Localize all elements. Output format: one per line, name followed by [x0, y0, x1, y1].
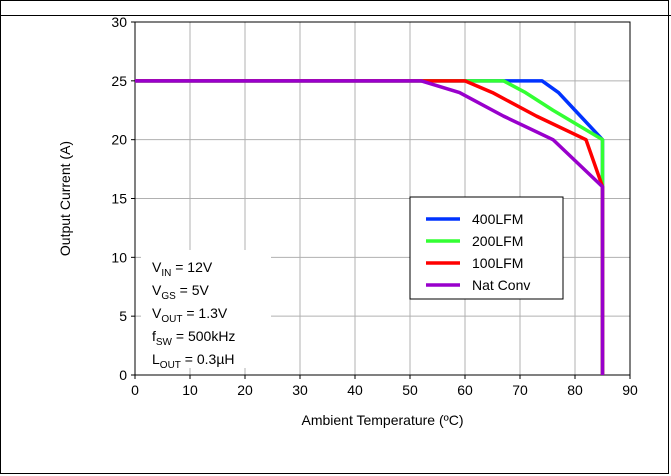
condition-line: LOUT = 0.3µH [152, 351, 235, 371]
y-tick-label: 0 [119, 367, 127, 383]
y-tick-label: 30 [111, 14, 127, 30]
legend-label: Nat Conv [472, 277, 530, 293]
y-tick-label: 15 [111, 191, 127, 207]
x-tick-label: 20 [237, 382, 253, 398]
legend-label: 100LFM [472, 255, 523, 271]
condition-line: fSW = 500kHz [152, 328, 235, 348]
condition-line: VOUT = 1.3V [152, 305, 228, 325]
x-tick-label: 40 [347, 382, 363, 398]
legend: 400LFM 200LFM 100LFM Nat Conv [409, 196, 564, 300]
legend-label: 200LFM [472, 233, 523, 249]
x-tick-label: 0 [131, 382, 139, 398]
y-axis-title: Output Current (A) [57, 141, 73, 256]
x-tick-label: 50 [402, 382, 418, 398]
conditions-box [141, 250, 271, 368]
y-tick-label: 25 [111, 73, 127, 89]
series-lines [135, 79, 605, 375]
top-rule [0, 15, 671, 16]
condition-line: VIN = 12V [152, 259, 213, 279]
legend-label: 400LFM [472, 211, 523, 227]
x-tick-label: 90 [622, 382, 638, 398]
condition-line: VGS = 5V [152, 282, 210, 302]
series-line [135, 79, 605, 375]
axis-ticks: 0 10 20 30 40 50 60 70 80 90 0 5 10 15 20 25 30 [111, 14, 638, 398]
operating-conditions: VIN = 12V VGS = 5V VOUT = 1.3V fSW = 500kHz… [152, 259, 235, 371]
y-tick-label: 20 [111, 132, 127, 148]
y-tick-label: 5 [119, 308, 127, 324]
x-tick-label: 10 [182, 382, 198, 398]
y-tick-label: 10 [111, 249, 127, 265]
x-tick-label: 80 [567, 382, 583, 398]
x-tick-label: 70 [512, 382, 528, 398]
x-tick-label: 30 [292, 382, 308, 398]
x-axis-title: Ambient Temperature (ºC) [301, 412, 463, 428]
x-tick-label: 60 [457, 382, 473, 398]
legend-box [409, 196, 564, 300]
